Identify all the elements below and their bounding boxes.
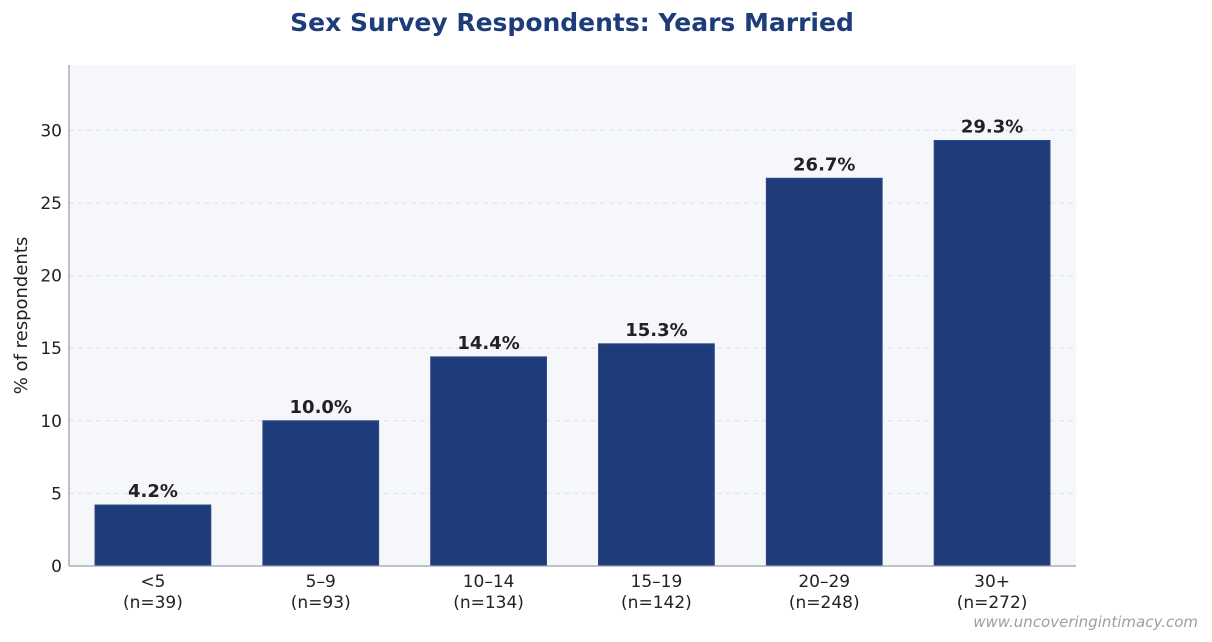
y-tick-label: 20: [40, 267, 62, 287]
chart-title: Sex Survey Respondents: Years Married: [290, 8, 854, 37]
y-tick-label: 10: [40, 412, 62, 432]
axes-layer: 0 5 10 15 20 25 30 <5(n=39) 5–9(n=93) 10–14(n=134…: [40, 65, 1076, 613]
bar: [765, 177, 883, 567]
bar: [933, 140, 1051, 567]
x-tick-count-label: (n=39): [123, 593, 183, 613]
data-label: 15.3%: [625, 320, 687, 341]
watermark-url: www.uncoveringintimacy.com: [973, 613, 1198, 631]
data-labels-layer: 4.2% 10.0% 14.4% 15.3% 26.7% 29.3%: [128, 117, 1023, 502]
bar: [430, 356, 547, 567]
bar: [262, 420, 380, 567]
y-tick-label: 0: [51, 557, 62, 577]
x-tick-label: 5–9: [306, 572, 336, 592]
y-tick-label: 5: [51, 484, 62, 504]
grid-layer: [69, 129, 1076, 494]
x-tick-count-label: (n=93): [291, 593, 351, 613]
y-tick-label: 25: [40, 194, 62, 214]
x-tick-count-label: (n=248): [789, 593, 860, 613]
x-tick-label: 20–29: [798, 572, 850, 592]
x-tick-label: 15–19: [631, 572, 683, 592]
bars-layer: [94, 140, 1051, 567]
data-label: 10.0%: [290, 397, 352, 418]
bar: [598, 343, 715, 567]
x-tick-label: 10–14: [463, 572, 515, 592]
x-tick-count-label: (n=134): [453, 593, 524, 613]
bar: [94, 504, 212, 567]
data-label: 29.3%: [961, 117, 1023, 138]
x-tick-label: 30+: [974, 572, 1010, 592]
y-tick-label: 15: [40, 339, 62, 359]
data-label: 14.4%: [457, 333, 519, 354]
plot-background: [69, 65, 1076, 566]
y-tick-label: 30: [40, 121, 62, 141]
y-axis-title: % of respondents: [11, 237, 32, 395]
x-tick-count-label: (n=142): [621, 593, 692, 613]
x-tick-count-label: (n=272): [957, 593, 1028, 613]
data-label: 26.7%: [793, 154, 855, 175]
x-tick-label: <5: [140, 572, 165, 592]
data-label: 4.2%: [128, 481, 178, 502]
